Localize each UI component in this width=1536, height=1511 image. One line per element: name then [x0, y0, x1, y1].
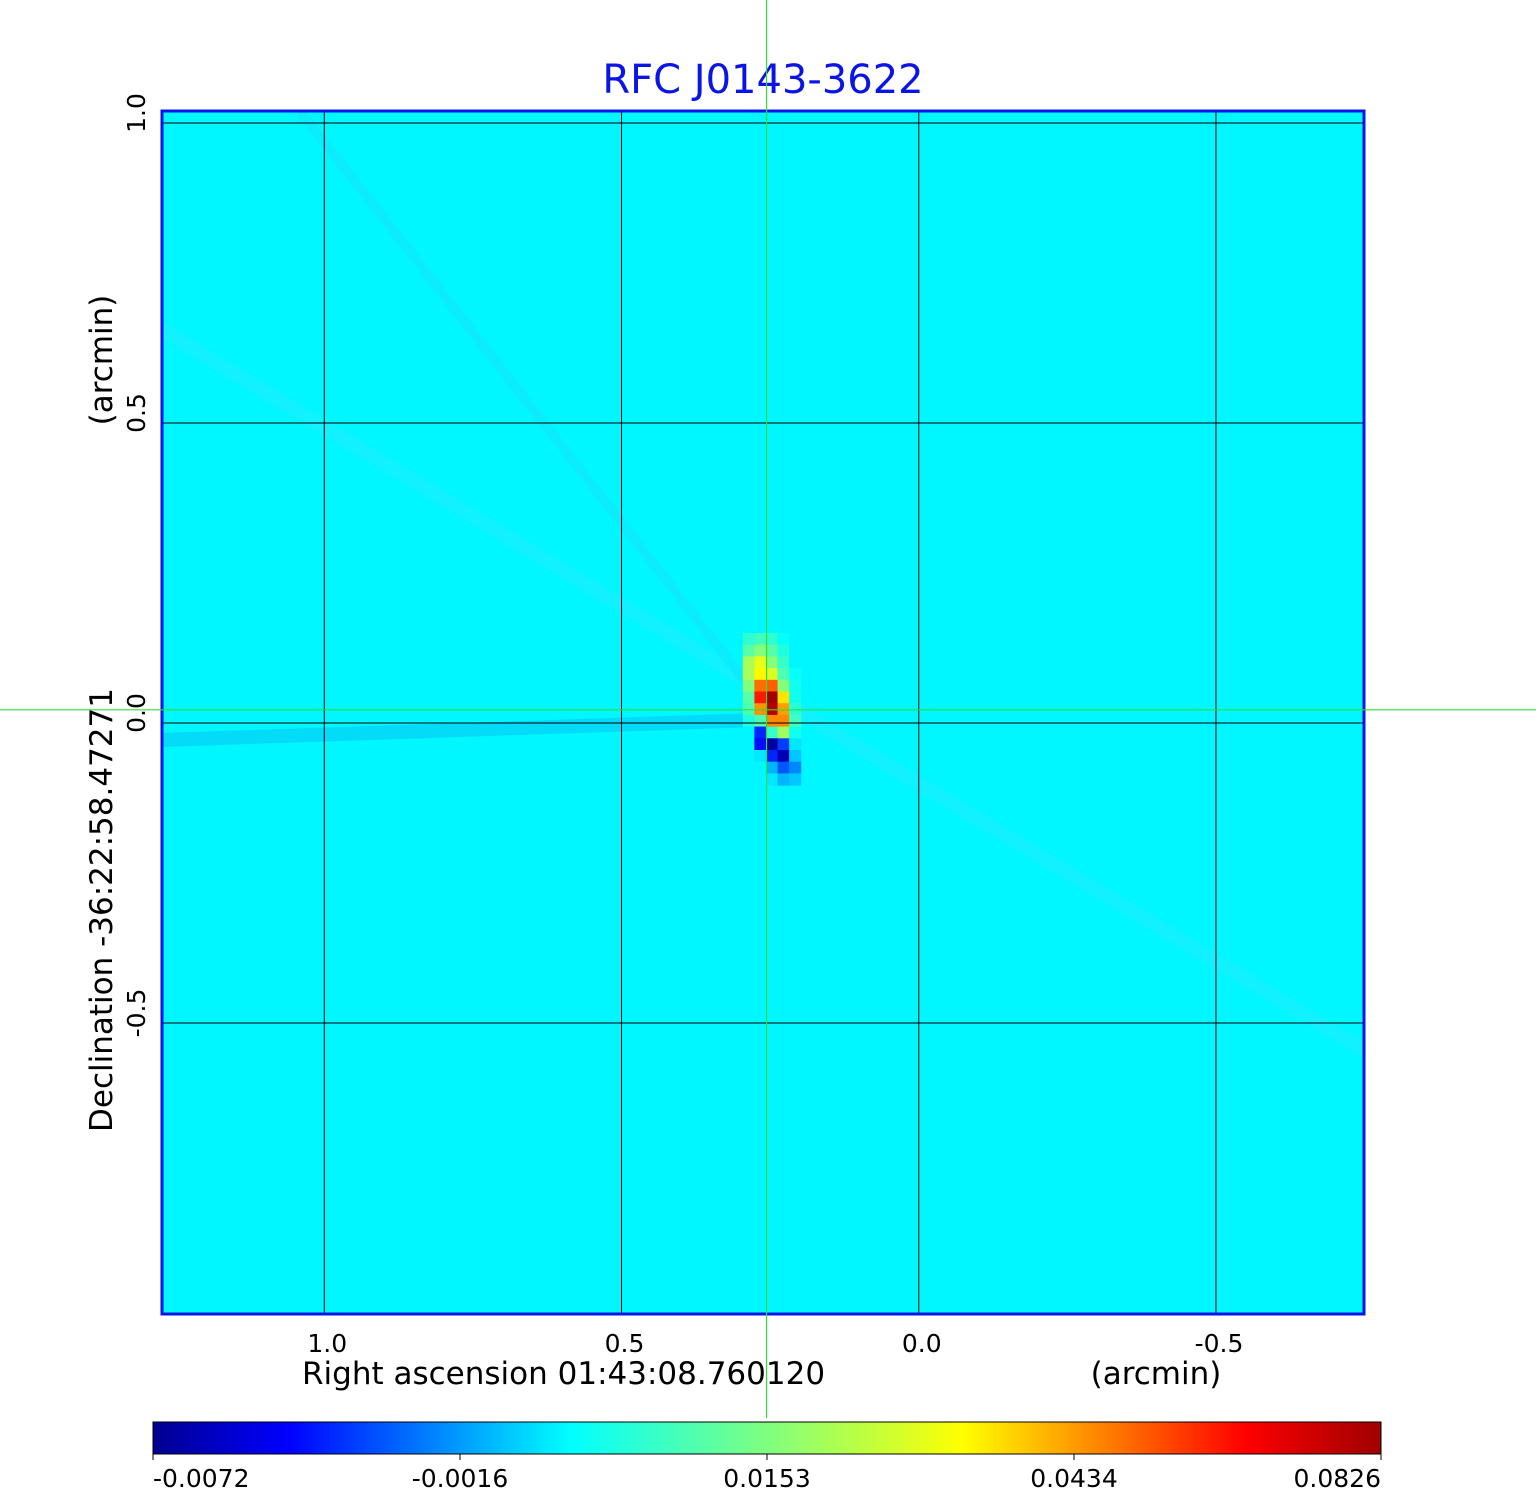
heatmap-cell	[742, 773, 755, 786]
heatmap-cell	[754, 633, 767, 646]
heatmap-cell	[777, 714, 790, 728]
x-tick-label: -0.5	[1195, 1329, 1244, 1358]
heatmap-cell	[742, 750, 755, 763]
heatmap-cell	[777, 761, 790, 774]
heatmap-cell	[777, 750, 790, 763]
heatmap-cell	[765, 633, 779, 646]
heatmap-cell	[754, 750, 767, 763]
heatmap-cell	[765, 668, 779, 681]
heatmap-cell	[777, 668, 790, 681]
heatmap-cell	[742, 633, 755, 646]
heatmap-cell	[789, 761, 802, 774]
heatmap-cell	[754, 761, 767, 774]
heatmap-cell	[765, 714, 779, 728]
heatmap-cell	[742, 668, 755, 681]
heatmap-cell	[777, 738, 790, 751]
x-axis-label: Right ascension 01:43:08.760120	[302, 1356, 825, 1392]
heatmap-cell	[765, 750, 779, 763]
colorbar-tick-label: -0.0072	[153, 1464, 250, 1493]
heatmap-cell	[754, 668, 767, 681]
colorbar-tick-label: 0.0153	[723, 1464, 810, 1493]
heatmap-cell	[765, 738, 779, 751]
heatmap-cell	[754, 679, 767, 692]
heatmap-cell	[777, 691, 790, 704]
heatmap-cell	[789, 668, 802, 681]
heatmap-cell	[742, 714, 755, 728]
x-axis-unit: (arcmin)	[1091, 1356, 1222, 1392]
heatmap-cell	[742, 656, 755, 669]
heatmap-cell	[789, 633, 802, 646]
heatmap-cell	[742, 726, 755, 739]
heatmap-cell	[789, 644, 802, 657]
heatmap-cell	[765, 726, 779, 739]
heatmap-cell	[777, 633, 790, 646]
heatmap-cell	[789, 691, 802, 704]
heatmap-cell	[777, 726, 790, 739]
heatmap-cell	[754, 714, 767, 728]
y-axis-label: Declination -36:22:58.47271	[84, 688, 120, 1132]
heatmap-cell	[754, 656, 767, 669]
heatmap-cell	[765, 656, 779, 669]
colorbar-tick-label: 0.0826	[1294, 1464, 1381, 1493]
x-tick-label: 0.5	[605, 1329, 645, 1358]
heatmap-cell	[754, 773, 767, 786]
colorbar: -0.0072 -0.0016 0.0153 0.0434 0.0826	[152, 1421, 1382, 1493]
heatmap-cell	[754, 644, 767, 657]
y-tick-label: 1.0	[122, 93, 151, 133]
y-tick-label: 0.0	[122, 693, 151, 733]
heatmap-cell	[765, 644, 779, 657]
heatmap-cell	[754, 726, 767, 739]
heatmap-cell	[777, 656, 790, 669]
y-tick-label: 0.5	[122, 393, 151, 433]
heatmap-cell	[765, 761, 779, 774]
heatmap-cell	[742, 679, 755, 692]
heatmap-cell	[789, 750, 802, 763]
colorbar-tick-label: 0.0434	[1030, 1464, 1117, 1493]
heatmap-cell	[789, 714, 802, 728]
plot-area	[162, 111, 1364, 1314]
heatmap-cell	[789, 656, 802, 669]
plot-frame	[160, 109, 1366, 1316]
y-axis-unit: (arcmin)	[84, 295, 120, 426]
x-tick-label: 1.0	[307, 1329, 347, 1358]
heatmap-cell	[754, 691, 767, 704]
colorbar-gradient	[152, 1421, 1382, 1455]
heatmap-cell	[754, 738, 767, 751]
y-tick-label: -0.5	[122, 989, 151, 1038]
chart-title: RFC J0143-3622	[602, 57, 923, 103]
heatmap-cell	[742, 761, 755, 774]
colorbar-tick-label: -0.0016	[412, 1464, 509, 1493]
heatmap-cell	[742, 691, 755, 704]
heatmap-cell	[777, 644, 790, 657]
heatmap-cell	[742, 644, 755, 657]
heatmap-cell	[777, 773, 790, 786]
heatmap-cell	[765, 773, 779, 786]
heatmap-cell	[742, 738, 755, 751]
heatmap-cell	[789, 773, 802, 786]
heatmap-cell	[777, 679, 790, 692]
x-tick-label: 0.0	[902, 1329, 942, 1358]
heatmap-cell	[789, 738, 802, 751]
heatmap-cell	[789, 679, 802, 692]
heatmap-cell	[789, 726, 802, 739]
heatmap-cell	[765, 691, 779, 704]
heatmap-cell	[765, 679, 779, 692]
